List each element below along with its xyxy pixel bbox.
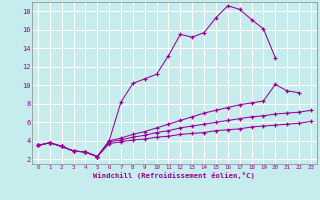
X-axis label: Windchill (Refroidissement éolien,°C): Windchill (Refroidissement éolien,°C) [93,172,255,179]
